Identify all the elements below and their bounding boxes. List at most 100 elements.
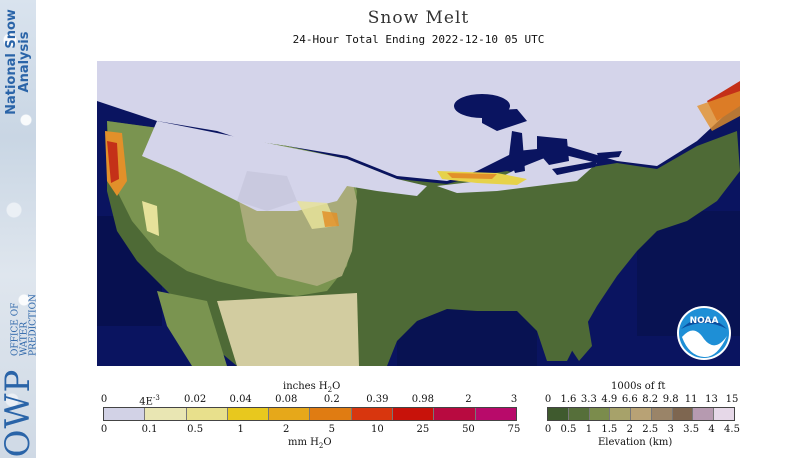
canada-snow <box>97 61 740 181</box>
melt-bottom-tick-label-4: 2 <box>283 424 290 435</box>
melt-bottom-tick-label-1: 0.1 <box>141 424 158 435</box>
elev-legend-title-top: 1000s of ft <box>611 381 666 392</box>
elev-bottom-tick-3: 1.5 <box>601 424 617 435</box>
elev-bottom-tick-label-4: 2 <box>626 424 633 435</box>
melt-swatch-4 <box>269 408 311 420</box>
melt-swatch-8 <box>434 408 476 420</box>
melt-bottom-tick-2: 0.5 <box>187 424 203 435</box>
pnw-melt-red <box>107 141 119 183</box>
maritime-melt-orange <box>697 91 740 131</box>
melt-top-tick-label-9: 3 <box>510 394 518 405</box>
melt-top-tick-8: 2 <box>465 394 471 405</box>
melt-top-tick-label-5: 0.2 <box>323 394 340 405</box>
elev-swatch-7 <box>693 408 715 420</box>
owp-line3: PREDICTION <box>28 294 39 356</box>
melt-swatch-9 <box>475 408 516 420</box>
elev-swatch-2 <box>589 408 611 420</box>
melt-top-tick-2: 0.02 <box>184 394 206 405</box>
elev-swatch-3 <box>610 408 632 420</box>
melt-top-tick-0: 0 <box>101 394 107 405</box>
elev-bottom-tick-8: 4 <box>708 424 714 435</box>
elev-swatch-5 <box>651 408 673 420</box>
owp-full-name: OFFICE OF WATER PREDICTION <box>11 276 39 356</box>
melt-top-tick-9: 3 <box>511 394 517 405</box>
melt-unit-in: inches H <box>283 381 328 392</box>
melt-bottom-tick-label-8: 50 <box>462 424 475 435</box>
canada-lake-patch <box>547 71 587 91</box>
melt-top-tick-label-3: 0.04 <box>229 394 252 405</box>
elev-top-tick-label-0: 0 <box>544 394 552 405</box>
florida <box>567 311 592 361</box>
elev-bottom-tick-0: 0 <box>545 424 551 435</box>
elev-top-tick-0: 0 <box>545 394 551 405</box>
melt-legend-title-bottom: mm H2O <box>288 437 332 450</box>
melt-swatch-0 <box>104 408 146 420</box>
elev-legend-title-bottom: Elevation (km) <box>598 437 673 448</box>
elev-top-tick-2: 3.3 <box>581 394 597 405</box>
noaa-logo-text: NOAA <box>690 316 719 326</box>
melt-top-tick-sup: -3 <box>152 394 160 402</box>
elev-bottom-tick-label-8: 4 <box>708 424 715 435</box>
lake-erie <box>552 161 597 175</box>
us-snow-patch <box>237 171 297 211</box>
elev-bottom-tick-label-5: 2.5 <box>642 424 659 435</box>
melt-bottom-tick-4: 2 <box>283 424 289 435</box>
elev-bottom-tick-2: 1 <box>586 424 592 435</box>
melt-top-tick-4: 0.08 <box>275 394 297 405</box>
elev-top-tick-label-1: 1.6 <box>560 394 577 405</box>
melt-top-tick-5: 0.2 <box>324 394 340 405</box>
elev-top-tick-label-6: 9.8 <box>662 394 679 405</box>
melt-bottom-tick-label-5: 5 <box>328 424 335 435</box>
melt-swatch-1 <box>145 408 187 420</box>
elev-top-tick-9: 15 <box>726 394 739 405</box>
map-subtitle: 24-Hour Total Ending 2022-12-10 05 UTC <box>292 33 545 46</box>
melt-swatch-6 <box>351 408 394 420</box>
melt-bottom-tick-label-2: 0.5 <box>187 424 204 435</box>
elev-top-tick-label-5: 8.2 <box>642 394 659 405</box>
elev-bottom-tick-4: 2 <box>627 424 633 435</box>
melt-unit-mm-sub: 2 <box>318 442 324 450</box>
melt-bottom-tick-label-9: 75 <box>507 424 521 435</box>
elev-swatch-6 <box>672 408 694 420</box>
melt-bottom-tick-6: 10 <box>371 424 384 435</box>
elev-bottom-tick-label-1: 0.5 <box>560 424 577 435</box>
melt-band-lakes-orange <box>447 173 497 179</box>
melt-bottom-tick-9: 75 <box>508 424 521 435</box>
sidebar-banner: National Snow Analysis OFFICE OF WATER P… <box>0 0 39 458</box>
elev-top-tick-label-7: 11 <box>684 394 698 405</box>
melt-top-tick-label-8: 2 <box>465 394 472 405</box>
melt-bottom-tick-7: 25 <box>417 424 430 435</box>
sidebar-title-line2: Analysis <box>17 31 32 93</box>
elev-bottom-tick-1: 0.5 <box>560 424 576 435</box>
melt-top-tick-label-4: 0.08 <box>275 394 298 405</box>
elev-top-tick-4: 6.6 <box>622 394 638 405</box>
elev-top-tick-label-9: 15 <box>725 394 739 405</box>
melt-bottom-tick-0: 0 <box>101 424 107 435</box>
elev-swatch-0 <box>548 408 569 420</box>
melt-top-tick-label-7: 0.98 <box>411 394 435 405</box>
lake-michigan <box>509 131 525 173</box>
elev-top-tick-8: 13 <box>705 394 718 405</box>
elev-top-tick-label-4: 6.6 <box>621 394 638 405</box>
melt-top-tick-label-1: 4E <box>139 396 153 408</box>
melt-top-tick-3: 0.04 <box>230 394 252 405</box>
melt-bottom-tick-label-7: 25 <box>416 424 430 435</box>
melt-bottom-tick-5: 5 <box>329 424 335 435</box>
melt-legend-title-top: inches H2O <box>283 381 340 394</box>
lake-huron <box>537 136 569 165</box>
elev-bottom-tick-9: 4.5 <box>724 424 740 435</box>
melt-top-tick-label-0: 0 <box>100 394 108 405</box>
elev-top-tick-3: 4.9 <box>601 394 617 405</box>
melt-unit-mm-end: O <box>323 437 332 448</box>
elev-bottom-tick-7: 3.5 <box>683 424 699 435</box>
elev-bottom-tick-label-0: 0 <box>544 424 552 435</box>
elev-top-tick-7: 11 <box>685 394 698 405</box>
elev-top-tick-5: 8.2 <box>642 394 658 405</box>
lake-ontario <box>597 151 622 159</box>
elev-bottom-tick-label-3: 1.5 <box>601 424 618 435</box>
rockies-melt-orange <box>322 211 339 227</box>
elev-swatch-4 <box>631 408 652 420</box>
sidebar-snow-texture <box>0 0 36 458</box>
elev-swatch-1 <box>568 408 590 420</box>
melt-color-bar <box>103 407 517 421</box>
